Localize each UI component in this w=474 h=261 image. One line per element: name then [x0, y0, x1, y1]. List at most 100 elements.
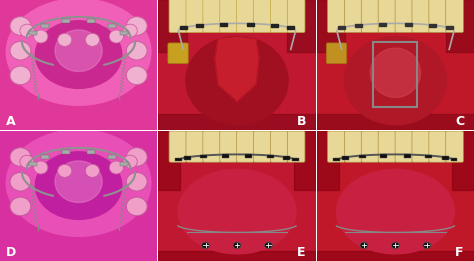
Bar	[245, 154, 252, 158]
Bar	[333, 158, 340, 161]
Bar	[271, 24, 278, 27]
Bar	[342, 156, 349, 159]
Bar	[108, 24, 116, 28]
FancyBboxPatch shape	[186, 131, 203, 162]
Polygon shape	[317, 0, 345, 52]
Polygon shape	[158, 251, 316, 261]
Bar	[404, 154, 410, 158]
FancyBboxPatch shape	[254, 0, 271, 33]
Ellipse shape	[10, 17, 31, 35]
Polygon shape	[158, 0, 316, 130]
FancyBboxPatch shape	[237, 131, 254, 162]
Bar	[429, 24, 436, 27]
Polygon shape	[158, 114, 316, 130]
Bar	[184, 156, 191, 159]
Bar	[87, 19, 95, 23]
Ellipse shape	[178, 169, 296, 254]
Ellipse shape	[370, 48, 420, 98]
Bar	[120, 31, 128, 35]
Bar	[283, 156, 290, 159]
Ellipse shape	[6, 130, 151, 236]
FancyBboxPatch shape	[395, 131, 413, 162]
Ellipse shape	[10, 148, 31, 166]
Bar	[247, 23, 254, 26]
Bar	[120, 162, 128, 166]
FancyBboxPatch shape	[203, 131, 220, 162]
FancyBboxPatch shape	[328, 131, 345, 162]
Polygon shape	[158, 0, 187, 52]
Ellipse shape	[10, 41, 31, 60]
Bar	[287, 26, 294, 29]
Ellipse shape	[34, 30, 48, 43]
Bar	[380, 154, 387, 158]
Ellipse shape	[126, 148, 147, 166]
Bar	[220, 23, 227, 26]
Bar	[29, 31, 37, 35]
FancyBboxPatch shape	[168, 43, 188, 64]
Text: B: B	[297, 115, 306, 128]
FancyBboxPatch shape	[345, 131, 362, 162]
Polygon shape	[446, 0, 474, 52]
Bar	[359, 155, 366, 158]
Ellipse shape	[85, 164, 100, 177]
FancyBboxPatch shape	[446, 131, 464, 162]
Bar	[175, 158, 182, 161]
FancyBboxPatch shape	[412, 131, 429, 162]
Ellipse shape	[36, 152, 122, 220]
Bar	[292, 158, 299, 161]
Ellipse shape	[58, 33, 72, 46]
Ellipse shape	[126, 197, 147, 216]
Polygon shape	[215, 36, 259, 101]
Bar	[87, 150, 95, 154]
Polygon shape	[158, 131, 181, 189]
Ellipse shape	[126, 41, 147, 60]
Bar	[108, 155, 116, 159]
Bar	[374, 41, 418, 106]
Polygon shape	[293, 131, 316, 189]
Polygon shape	[287, 0, 316, 52]
Bar	[222, 154, 229, 158]
FancyBboxPatch shape	[271, 131, 288, 162]
Ellipse shape	[55, 30, 102, 72]
Polygon shape	[317, 131, 339, 189]
Ellipse shape	[10, 172, 31, 191]
FancyBboxPatch shape	[287, 131, 305, 162]
FancyBboxPatch shape	[326, 43, 346, 64]
Polygon shape	[317, 0, 474, 130]
Circle shape	[201, 242, 210, 249]
Polygon shape	[452, 131, 474, 189]
Ellipse shape	[20, 155, 34, 168]
FancyBboxPatch shape	[345, 0, 362, 33]
FancyBboxPatch shape	[429, 131, 447, 162]
FancyBboxPatch shape	[169, 0, 187, 33]
Polygon shape	[0, 131, 157, 261]
FancyBboxPatch shape	[254, 131, 271, 162]
Circle shape	[360, 242, 368, 249]
Ellipse shape	[85, 33, 100, 46]
Polygon shape	[317, 251, 474, 261]
Polygon shape	[317, 131, 474, 261]
Bar	[405, 23, 412, 26]
Ellipse shape	[126, 17, 147, 35]
Ellipse shape	[10, 197, 31, 216]
FancyBboxPatch shape	[378, 131, 396, 162]
Ellipse shape	[109, 161, 123, 174]
Bar	[41, 155, 49, 159]
Text: E: E	[297, 246, 305, 259]
Circle shape	[423, 242, 431, 249]
Ellipse shape	[34, 161, 48, 174]
Ellipse shape	[126, 172, 147, 191]
FancyBboxPatch shape	[169, 131, 187, 162]
Bar	[379, 23, 385, 26]
FancyBboxPatch shape	[287, 0, 305, 33]
Ellipse shape	[58, 164, 72, 177]
FancyBboxPatch shape	[220, 131, 237, 162]
Ellipse shape	[123, 24, 137, 37]
Ellipse shape	[344, 36, 447, 125]
Bar	[355, 24, 362, 27]
FancyBboxPatch shape	[328, 0, 345, 33]
FancyBboxPatch shape	[361, 0, 379, 33]
Ellipse shape	[10, 66, 31, 85]
Bar	[442, 156, 448, 159]
Bar	[63, 150, 70, 154]
